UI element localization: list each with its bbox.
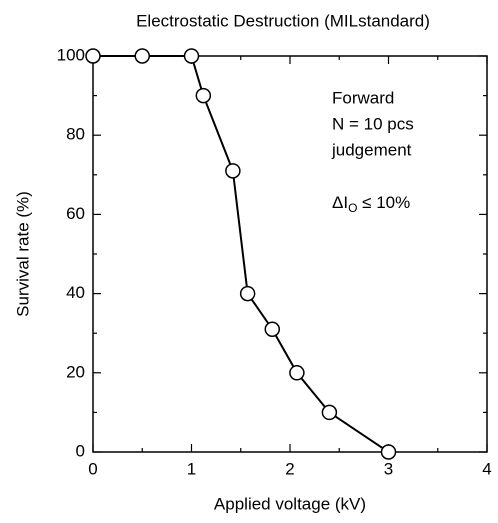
- y-axis-label: Survival rate (%): [13, 191, 32, 317]
- point: [225, 163, 241, 179]
- point: [85, 48, 101, 64]
- x-tick-label: 2: [285, 459, 294, 478]
- x-tick-label: 4: [482, 459, 491, 478]
- point: [321, 404, 338, 421]
- x-tick-label: 3: [384, 459, 393, 478]
- point: [183, 48, 200, 64]
- y-tick-label: 40: [66, 283, 85, 302]
- point: [380, 444, 397, 460]
- y-tick-label: 60: [66, 204, 85, 223]
- annotation: judgement: [331, 140, 412, 159]
- point: [134, 48, 150, 64]
- point: [195, 87, 212, 104]
- x-tick-label: 0: [88, 459, 97, 478]
- x-axis-label: Applied voltage (kV): [214, 494, 366, 513]
- annotation-part: ≤ 10%: [357, 193, 410, 212]
- y-tick-label: 80: [66, 125, 85, 144]
- series-line: [93, 55, 390, 453]
- annotation-formula: ΔIO ≤ 10%: [332, 193, 410, 215]
- y-tick-label: 100: [57, 45, 85, 64]
- plot-frame: [92, 55, 488, 453]
- annotation: Forward: [332, 88, 394, 107]
- chart-title: Electrostatic Destruction (MILstandard): [136, 11, 430, 30]
- x-tick-label: 1: [187, 459, 196, 478]
- y-tick-label: 20: [66, 362, 85, 381]
- annotation: N = 10 pcs: [332, 114, 414, 133]
- y-tick-label: 0: [76, 441, 85, 460]
- annotation-part: ΔI: [332, 193, 348, 212]
- point: [264, 321, 281, 337]
- annotation-subscript: O: [348, 201, 357, 215]
- point: [239, 285, 256, 302]
- point: [289, 365, 305, 381]
